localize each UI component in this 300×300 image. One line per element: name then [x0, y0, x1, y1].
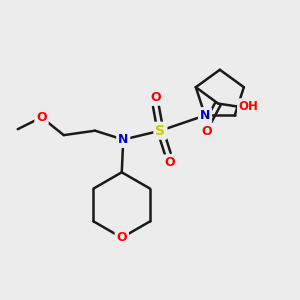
Text: N: N — [118, 133, 128, 146]
Text: O: O — [164, 156, 175, 169]
Text: O: O — [116, 231, 127, 244]
Text: O: O — [36, 111, 47, 124]
Text: N: N — [200, 109, 210, 122]
Text: S: S — [155, 124, 165, 138]
Text: OH: OH — [239, 100, 259, 113]
Text: O: O — [201, 125, 211, 138]
Text: O: O — [151, 91, 161, 104]
